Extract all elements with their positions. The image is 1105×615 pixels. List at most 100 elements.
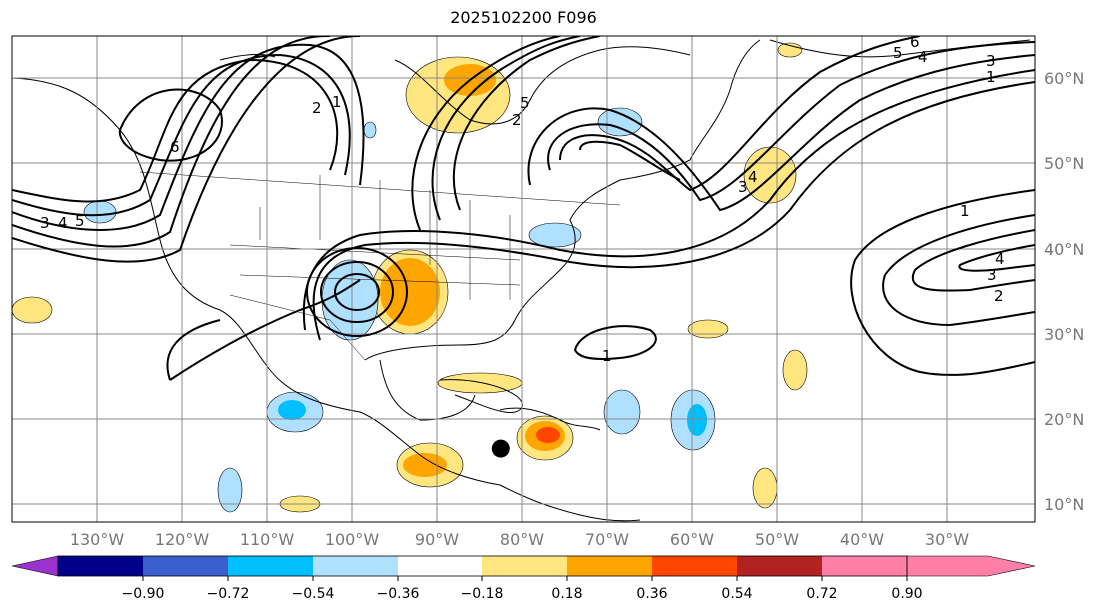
contour-line: [12, 36, 330, 248]
atlantic-coastline: [364, 39, 761, 361]
contour-line: [559, 36, 921, 192]
positive-anomaly-tropical: [752, 467, 778, 509]
contour-label: 4: [918, 48, 928, 66]
lon-label: 110°W: [240, 530, 295, 549]
contour-label: 3: [738, 178, 748, 196]
negative-anomaly-puerto-rico: [603, 389, 641, 435]
contour-line: [882, 214, 1035, 327]
lat-label: 20°N: [1044, 410, 1084, 429]
colorbar-tick-label: −0.72: [207, 586, 250, 602]
contour-line: [169, 279, 361, 381]
gulf-coastline: [379, 359, 476, 421]
lat-label: 10°N: [1044, 495, 1084, 514]
state-borders-horizontal: [229, 244, 521, 286]
colorbar-segment: [737, 556, 822, 576]
contour-label: 1: [332, 93, 342, 111]
contour-label: 4: [995, 250, 1005, 268]
contour-label: 4: [58, 214, 68, 232]
lon-label: 80°W: [500, 530, 544, 549]
positive-anomaly-subtropical: [687, 319, 729, 339]
colorbar-tick-label: 0.90: [891, 586, 922, 602]
contour-label: 5: [75, 212, 85, 230]
positive-anomaly-west-pacific: [12, 296, 53, 324]
contour-line: [850, 189, 1035, 376]
contour-line: [411, 36, 561, 231]
colorbar-tick-label: 0.72: [806, 586, 837, 602]
contour-line: [527, 54, 1035, 212]
colorbar-segment: [143, 556, 228, 576]
contour-closed-low: [306, 247, 408, 337]
contour-line: [12, 43, 365, 231]
contour-label: 6: [170, 138, 180, 156]
contour-label: 5: [520, 94, 530, 112]
contour-closed-low: [320, 261, 394, 323]
contour-label: 1: [602, 347, 612, 365]
contour-line: [452, 36, 601, 211]
lat-label: 50°N: [1044, 154, 1084, 173]
colorbar-segment: [228, 556, 313, 576]
contour-label: 3: [987, 266, 997, 284]
negative-anomaly-east-pacific: [217, 467, 243, 513]
contour-label: 3: [40, 214, 50, 232]
contour-label: 2: [994, 287, 1004, 305]
colorbar-extend-low: [11, 555, 59, 577]
colorbar-tick-label: −0.36: [377, 586, 420, 602]
contour-label: 6: [910, 33, 920, 51]
negative-anomaly-hudson: [363, 121, 377, 139]
borders: [139, 171, 621, 361]
positive-anomaly-greenland: [777, 42, 803, 58]
lon-label: 40°W: [840, 530, 884, 549]
lon-label: 130°W: [70, 530, 125, 549]
lon-label: 30°W: [925, 530, 969, 549]
colorbar-segment: [58, 556, 143, 576]
contour-line: [912, 229, 1035, 292]
contour-line: [12, 36, 361, 263]
contour-label: 2: [312, 99, 322, 117]
colorbar-tick-label: −0.90: [122, 586, 165, 602]
negative-anomaly-labrador: [597, 107, 643, 137]
pacific-coastline: [12, 77, 641, 522]
contour-line: [958, 244, 1035, 272]
coastlines: [12, 39, 1031, 522]
contour-line: [118, 88, 223, 162]
negative-anomaly-carolina: [528, 222, 582, 248]
colorbar-tick-label: 0.54: [721, 586, 752, 602]
contour-line: [12, 58, 339, 203]
lat-label: 40°N: [1044, 240, 1084, 259]
state-borders: [259, 175, 511, 300]
colorbar-tick-label: −0.54: [292, 586, 335, 602]
anomaly-honduras-core: [403, 453, 447, 477]
positive-anomaly-texas-core: [380, 258, 440, 326]
colorbar-segment: [313, 556, 398, 576]
colorbar: −0.90 −0.72 −0.54 −0.36 −0.18 0.18 0.36 …: [11, 555, 1036, 602]
lon-label: 50°W: [755, 530, 799, 549]
colorbar-segment: [482, 556, 567, 576]
storm-position-marker: [491, 439, 510, 458]
contour-line: [312, 81, 1035, 341]
anomaly-fills: [12, 42, 808, 513]
lat-label: 60°N: [1044, 69, 1084, 88]
negative-anomaly-atlantic-core: [687, 404, 707, 436]
lon-label: 120°W: [155, 530, 210, 549]
hispaniola-coastline: [499, 407, 601, 431]
colorbar-segment: [567, 556, 652, 576]
contour-closed-low: [334, 273, 380, 311]
colorbar-segment: [652, 556, 737, 576]
lat-label: 30°N: [1044, 325, 1084, 344]
positive-anomaly-gulf: [437, 372, 523, 394]
contour-line: [166, 319, 221, 381]
anomaly-caribbean-red: [536, 427, 560, 443]
contour-line: [579, 140, 681, 181]
contour-line: [302, 69, 1035, 331]
us-mexico-border: [229, 294, 366, 361]
negative-anomaly-ne-pacific: [83, 200, 117, 224]
colorbar-extend-high: [906, 555, 1036, 577]
contour-label: 5: [893, 44, 903, 62]
lon-label: 90°W: [415, 530, 459, 549]
lon-label: 60°W: [670, 530, 714, 549]
contour-line: [12, 53, 351, 217]
contour-label: 1: [986, 68, 996, 86]
colorbar-tick-label: −0.18: [461, 586, 504, 602]
contour-label: 3: [986, 52, 996, 70]
